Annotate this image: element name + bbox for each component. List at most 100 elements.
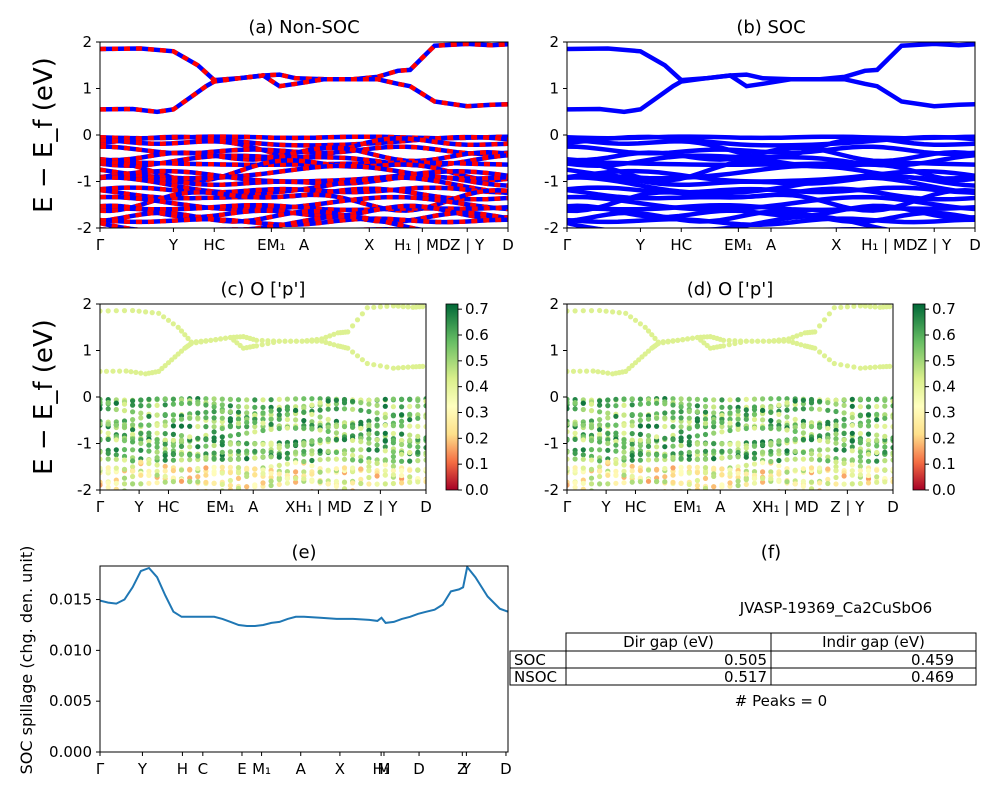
proj-point — [252, 466, 258, 472]
proj-point — [621, 402, 627, 408]
proj-point — [670, 437, 676, 443]
proj-point — [325, 448, 331, 454]
proj-point — [143, 309, 149, 315]
proj-point — [890, 435, 893, 441]
panel-a-nonsoc: (a) Non-SOC -2 -1 0 1 2 Γ Y HC EM₁ A X H₁ | MD Z | … — [29, 17, 514, 254]
proj-point — [727, 454, 733, 460]
proj-point — [395, 304, 401, 309]
proj-point — [849, 438, 855, 444]
ytick-label: 0.010 — [49, 641, 92, 659]
proj-point — [865, 451, 872, 457]
proj-point — [686, 402, 692, 408]
proj-point — [276, 416, 282, 422]
proj-point — [203, 409, 209, 415]
proj-point — [130, 431, 136, 437]
table-row-label: SOC — [514, 651, 546, 669]
proj-point — [366, 474, 372, 481]
proj-point — [317, 396, 323, 402]
proj-point — [195, 435, 201, 441]
proj-point — [760, 404, 766, 410]
proj-point — [637, 443, 644, 449]
proj-point — [825, 480, 831, 487]
proj-point — [605, 430, 611, 437]
xtick-label: X — [364, 236, 374, 254]
proj-point — [621, 444, 627, 450]
proj-point — [178, 400, 185, 407]
panel-a-title: (a) Non-SOC — [248, 17, 359, 38]
proj-point — [794, 340, 800, 347]
proj-point — [874, 458, 880, 464]
proj-point — [415, 479, 421, 485]
proj-point — [113, 447, 119, 453]
proj-point — [252, 472, 258, 478]
proj-point — [735, 408, 741, 414]
proj-point — [849, 462, 855, 468]
proj-point — [865, 468, 872, 474]
proj-point — [849, 448, 855, 454]
proj-point — [857, 404, 864, 410]
proj-point — [309, 426, 315, 432]
proj-point — [589, 488, 594, 490]
proj-point — [751, 416, 758, 423]
proj-point — [293, 338, 299, 344]
proj-point — [821, 317, 828, 323]
xtick-label: E — [237, 760, 246, 778]
proj-point — [375, 490, 380, 495]
proj-point — [235, 403, 242, 410]
proj-point — [621, 455, 627, 461]
proj-point — [276, 454, 282, 460]
proj-point — [849, 414, 855, 421]
proj-point — [384, 304, 390, 309]
proj-point — [751, 455, 758, 461]
proj-point — [146, 430, 152, 436]
proj-point — [146, 490, 151, 495]
cbar-label: 0.2 — [932, 429, 956, 447]
table-row — [509, 667, 977, 686]
proj-point — [572, 465, 578, 471]
proj-point — [193, 340, 199, 346]
band-line — [567, 160, 975, 167]
proj-point — [686, 415, 692, 421]
proj-point — [195, 401, 201, 407]
xtick-label: EM₁ — [673, 498, 701, 516]
proj-point — [670, 465, 676, 471]
proj-point — [776, 402, 782, 408]
proj-point — [800, 449, 807, 455]
proj-point — [621, 449, 627, 455]
proj-point — [597, 473, 603, 480]
proj-point — [588, 466, 595, 472]
proj-point — [130, 402, 136, 408]
proj-point — [621, 412, 627, 418]
proj-point — [162, 396, 168, 402]
proj-point — [588, 401, 595, 407]
proj-point — [178, 451, 185, 457]
proj-point — [364, 360, 370, 367]
proj-point — [162, 402, 168, 408]
proj-point — [771, 338, 777, 344]
proj-point — [105, 484, 111, 490]
proj-point — [629, 457, 635, 463]
proj-point — [768, 440, 774, 446]
proj-point — [694, 423, 701, 429]
proj-point — [350, 488, 356, 490]
proj-point — [882, 444, 888, 450]
proj-point — [187, 478, 193, 484]
ytick-label: -1 — [77, 173, 92, 191]
proj-point — [195, 453, 201, 459]
proj-point — [849, 481, 855, 487]
proj-point — [293, 417, 299, 423]
band-line-overlay — [100, 160, 508, 167]
proj-point — [203, 443, 209, 449]
proj-point — [621, 491, 626, 496]
table-cell: 0.469 — [911, 668, 954, 686]
proj-point — [817, 452, 823, 458]
proj-point — [146, 468, 152, 474]
proj-point — [702, 441, 709, 447]
proj-point — [309, 411, 315, 417]
proj-point — [415, 444, 421, 450]
ytick-label: 0 — [82, 388, 92, 406]
proj-point — [382, 448, 388, 454]
proj-point — [423, 479, 426, 485]
proj-point — [219, 442, 225, 448]
proj-point — [407, 479, 413, 485]
